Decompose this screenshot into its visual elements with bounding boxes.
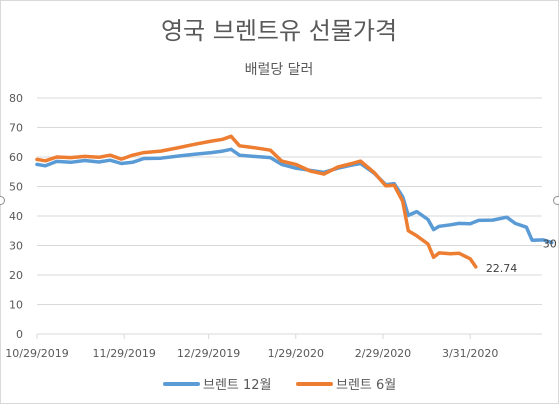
x-tick-label: 2/29/2020 [355,347,411,360]
y-tick-label: 20 [9,269,23,282]
y-tick-label: 30 [9,240,23,253]
x-tick-label: 11/29/2019 [92,347,155,360]
y-tick-label: 80 [9,92,23,105]
y-tick-label: 60 [9,151,23,164]
series-line-2 [35,134,478,269]
legend: 브렌트 12월 브렌트 6월 [163,378,396,393]
resize-handle-left[interactable] [0,196,5,205]
end-value-label-2: 22.74 [486,262,517,275]
end-value-labels: 30.97 22.74 [486,238,559,275]
y-tick-label: 40 [9,210,23,223]
series-lines [35,134,554,269]
x-tick-label: 10/29/2019 [5,347,68,360]
y-tick-label: 0 [16,328,23,341]
x-tick-label: 3/31/2020 [442,347,498,360]
y-tick-label: 50 [9,181,23,194]
y-axis-tick-labels: 0 10 20 30 40 50 60 70 80 [9,92,23,341]
chart-title: 영국 브렌트유 선물가격 [161,17,397,45]
y-tick-label: 10 [9,299,23,312]
x-axis-tick-labels: 10/29/2019 11/29/2019 12/29/2019 1/29/2020 2… [5,347,498,360]
chart-subtitle: 배럴당 달러 [245,62,314,78]
end-value-label-1: 30.97 [543,238,558,251]
legend-label-1: 브렌트 12월 [203,378,272,393]
x-tick-label: 1/29/2020 [268,347,324,360]
y-tick-label: 70 [9,122,23,135]
gridlines [36,97,542,339]
x-tick-label: 12/29/2019 [177,347,240,360]
resize-handle-right[interactable] [553,196,559,205]
legend-label-2: 브렌트 6월 [336,378,396,393]
